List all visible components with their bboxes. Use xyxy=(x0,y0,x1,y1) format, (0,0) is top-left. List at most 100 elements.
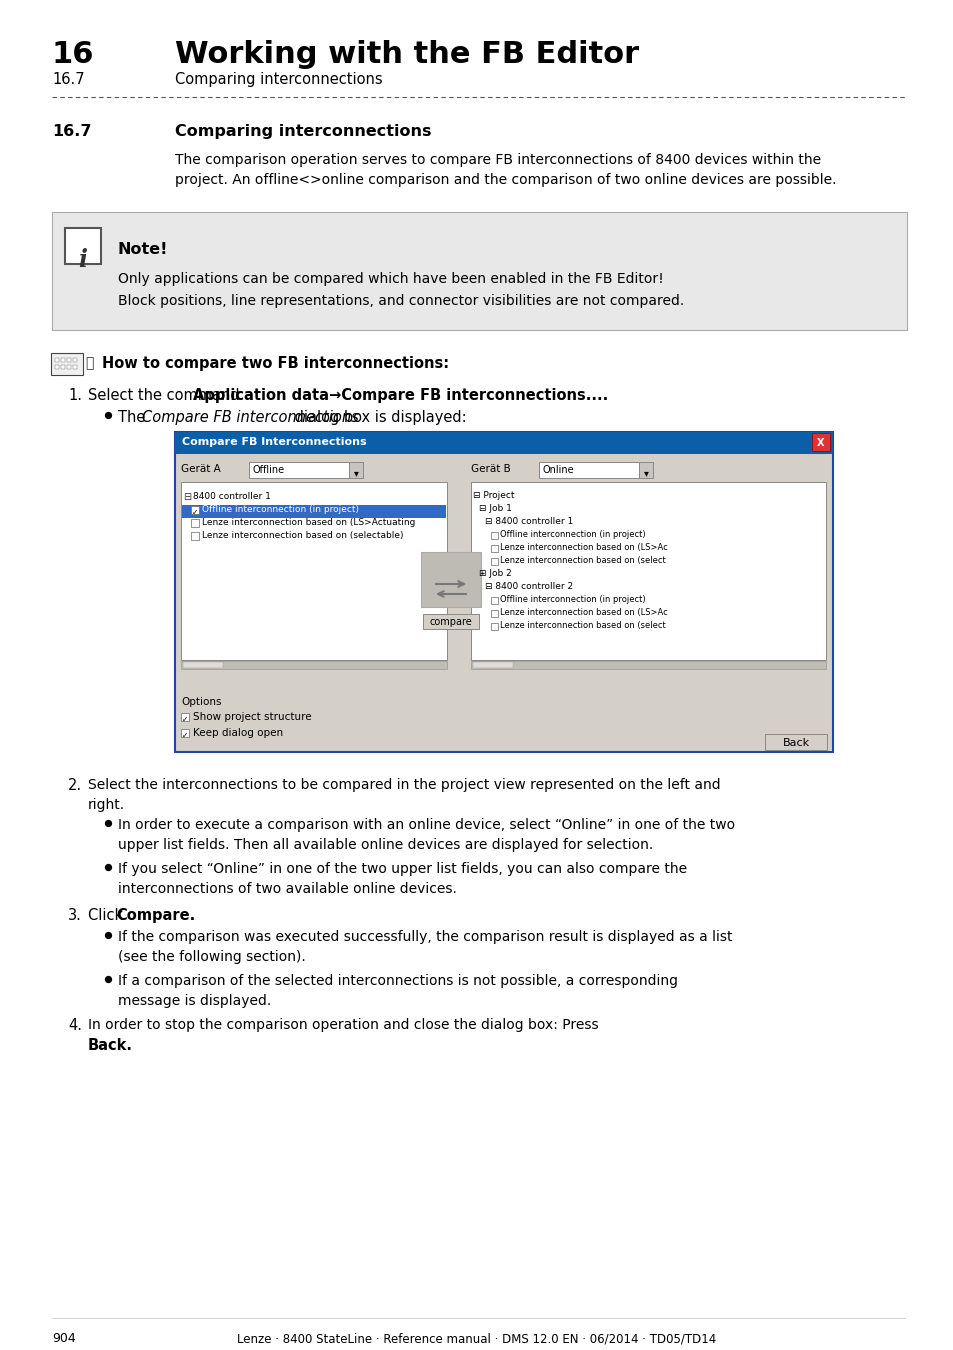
FancyBboxPatch shape xyxy=(420,552,480,608)
FancyBboxPatch shape xyxy=(182,505,446,518)
Text: Only applications can be compared which have been enabled in the FB Editor!: Only applications can be compared which … xyxy=(118,271,663,286)
FancyBboxPatch shape xyxy=(52,212,906,329)
Text: The comparison operation serves to compare FB interconnections of 8400 devices w: The comparison operation serves to compa… xyxy=(174,153,836,188)
Text: 904: 904 xyxy=(52,1332,75,1345)
Text: Select the interconnections to be compared in the project view represented on th: Select the interconnections to be compar… xyxy=(88,778,720,813)
FancyBboxPatch shape xyxy=(55,364,59,369)
Text: 🖱: 🖱 xyxy=(85,356,93,370)
FancyBboxPatch shape xyxy=(67,364,71,369)
Point xyxy=(100,813,115,834)
Text: 4.: 4. xyxy=(68,1018,82,1033)
FancyBboxPatch shape xyxy=(491,545,497,552)
Text: ▾: ▾ xyxy=(643,468,648,478)
Text: Offline: Offline xyxy=(253,464,285,475)
Text: Block positions, line representations, and connector visibilities are not compar: Block positions, line representations, a… xyxy=(118,294,683,308)
Point xyxy=(100,925,115,946)
Text: The: The xyxy=(118,410,150,425)
Text: ✓: ✓ xyxy=(182,730,188,740)
FancyBboxPatch shape xyxy=(73,364,77,369)
Text: Compare.: Compare. xyxy=(116,909,195,923)
Text: Compare FB Interconnections: Compare FB Interconnections xyxy=(182,437,366,447)
Text: Click: Click xyxy=(88,909,128,923)
Text: Offline interconnection (in project): Offline interconnection (in project) xyxy=(499,531,645,539)
Text: i: i xyxy=(78,248,88,271)
Text: If a comparison of the selected interconnections is not possible, a correspondin: If a comparison of the selected intercon… xyxy=(118,973,678,1008)
Text: Offline interconnection (in project): Offline interconnection (in project) xyxy=(202,505,358,514)
Text: In order to stop the comparison operation and close the dialog box: Press: In order to stop the comparison operatio… xyxy=(88,1018,598,1031)
Text: dialog box is displayed:: dialog box is displayed: xyxy=(290,410,466,425)
Text: Compare FB interconnections: Compare FB interconnections xyxy=(142,410,358,425)
Text: ⊞ Job 2: ⊞ Job 2 xyxy=(478,568,511,578)
FancyBboxPatch shape xyxy=(471,482,825,660)
Text: Options: Options xyxy=(181,697,221,707)
Text: Application data→Compare FB interconnections....: Application data→Compare FB interconnect… xyxy=(193,387,608,404)
Text: Offline interconnection (in project): Offline interconnection (in project) xyxy=(499,595,645,603)
Text: ⊟ 8400 controller 1: ⊟ 8400 controller 1 xyxy=(484,517,573,526)
FancyBboxPatch shape xyxy=(764,734,826,751)
Text: If you select “Online” in one of the two upper list fields, you can also compare: If you select “Online” in one of the two… xyxy=(118,863,686,896)
Text: Lenze interconnection based on (select: Lenze interconnection based on (select xyxy=(499,556,665,566)
Text: Note!: Note! xyxy=(118,242,169,256)
Text: ✓: ✓ xyxy=(182,716,188,724)
Text: 3.: 3. xyxy=(68,909,82,923)
Text: 8400 controller 1: 8400 controller 1 xyxy=(193,491,271,501)
FancyBboxPatch shape xyxy=(181,713,189,721)
Text: Gerät B: Gerät B xyxy=(471,464,510,474)
FancyBboxPatch shape xyxy=(181,662,447,670)
FancyBboxPatch shape xyxy=(174,432,832,752)
FancyBboxPatch shape xyxy=(191,518,199,526)
FancyBboxPatch shape xyxy=(471,662,825,670)
FancyBboxPatch shape xyxy=(491,597,497,603)
Text: Back.: Back. xyxy=(88,1038,132,1053)
FancyBboxPatch shape xyxy=(491,610,497,617)
Text: In order to execute a comparison with an online device, select “Online” in one o: In order to execute a comparison with an… xyxy=(118,818,735,852)
Point xyxy=(100,404,115,425)
Text: ✓: ✓ xyxy=(192,508,198,517)
Text: Working with the FB Editor: Working with the FB Editor xyxy=(174,40,639,69)
Text: How to compare two FB interconnections:: How to compare two FB interconnections: xyxy=(102,356,449,371)
FancyBboxPatch shape xyxy=(538,462,639,478)
FancyBboxPatch shape xyxy=(811,433,829,451)
FancyBboxPatch shape xyxy=(61,358,65,362)
FancyBboxPatch shape xyxy=(191,506,199,514)
Text: ▾: ▾ xyxy=(354,468,358,478)
FancyBboxPatch shape xyxy=(191,532,199,540)
Point xyxy=(100,968,115,990)
Text: Keep dialog open: Keep dialog open xyxy=(193,728,283,738)
FancyBboxPatch shape xyxy=(67,358,71,362)
Text: Lenze interconnection based on (select: Lenze interconnection based on (select xyxy=(499,621,665,630)
Text: 16.7: 16.7 xyxy=(52,72,85,86)
Text: Back: Back xyxy=(781,738,809,748)
Text: ⊟ Job 1: ⊟ Job 1 xyxy=(478,504,512,513)
FancyBboxPatch shape xyxy=(249,462,349,478)
FancyBboxPatch shape xyxy=(473,662,513,668)
FancyBboxPatch shape xyxy=(639,462,652,478)
Text: Lenze interconnection based on (LS>Ac: Lenze interconnection based on (LS>Ac xyxy=(499,608,667,617)
Text: Comparing interconnections: Comparing interconnections xyxy=(174,124,431,139)
FancyBboxPatch shape xyxy=(491,558,497,566)
Text: Lenze interconnection based on (LS>Ac: Lenze interconnection based on (LS>Ac xyxy=(499,543,667,552)
FancyBboxPatch shape xyxy=(491,532,497,539)
Point xyxy=(100,856,115,878)
FancyBboxPatch shape xyxy=(65,228,101,265)
Text: ⊟ Project: ⊟ Project xyxy=(473,491,514,500)
Text: 2.: 2. xyxy=(68,778,82,792)
Text: compare: compare xyxy=(429,617,472,626)
Text: Show project structure: Show project structure xyxy=(193,711,312,722)
Text: ⊟ 8400 controller 2: ⊟ 8400 controller 2 xyxy=(484,582,573,591)
Text: Comparing interconnections: Comparing interconnections xyxy=(174,72,382,86)
FancyBboxPatch shape xyxy=(422,614,478,629)
FancyBboxPatch shape xyxy=(181,729,189,737)
Text: Select the command: Select the command xyxy=(88,387,244,404)
Text: 16: 16 xyxy=(52,40,94,69)
Text: 1.: 1. xyxy=(68,387,82,404)
FancyBboxPatch shape xyxy=(491,622,497,630)
FancyBboxPatch shape xyxy=(181,482,447,660)
FancyBboxPatch shape xyxy=(174,432,832,454)
Text: Lenze interconnection based on (LS>Actuating: Lenze interconnection based on (LS>Actua… xyxy=(202,518,415,526)
FancyBboxPatch shape xyxy=(51,352,83,375)
FancyBboxPatch shape xyxy=(73,358,77,362)
Text: ⊟: ⊟ xyxy=(183,491,191,502)
FancyBboxPatch shape xyxy=(349,462,363,478)
Text: Lenze interconnection based on (selectable): Lenze interconnection based on (selectab… xyxy=(202,531,403,540)
